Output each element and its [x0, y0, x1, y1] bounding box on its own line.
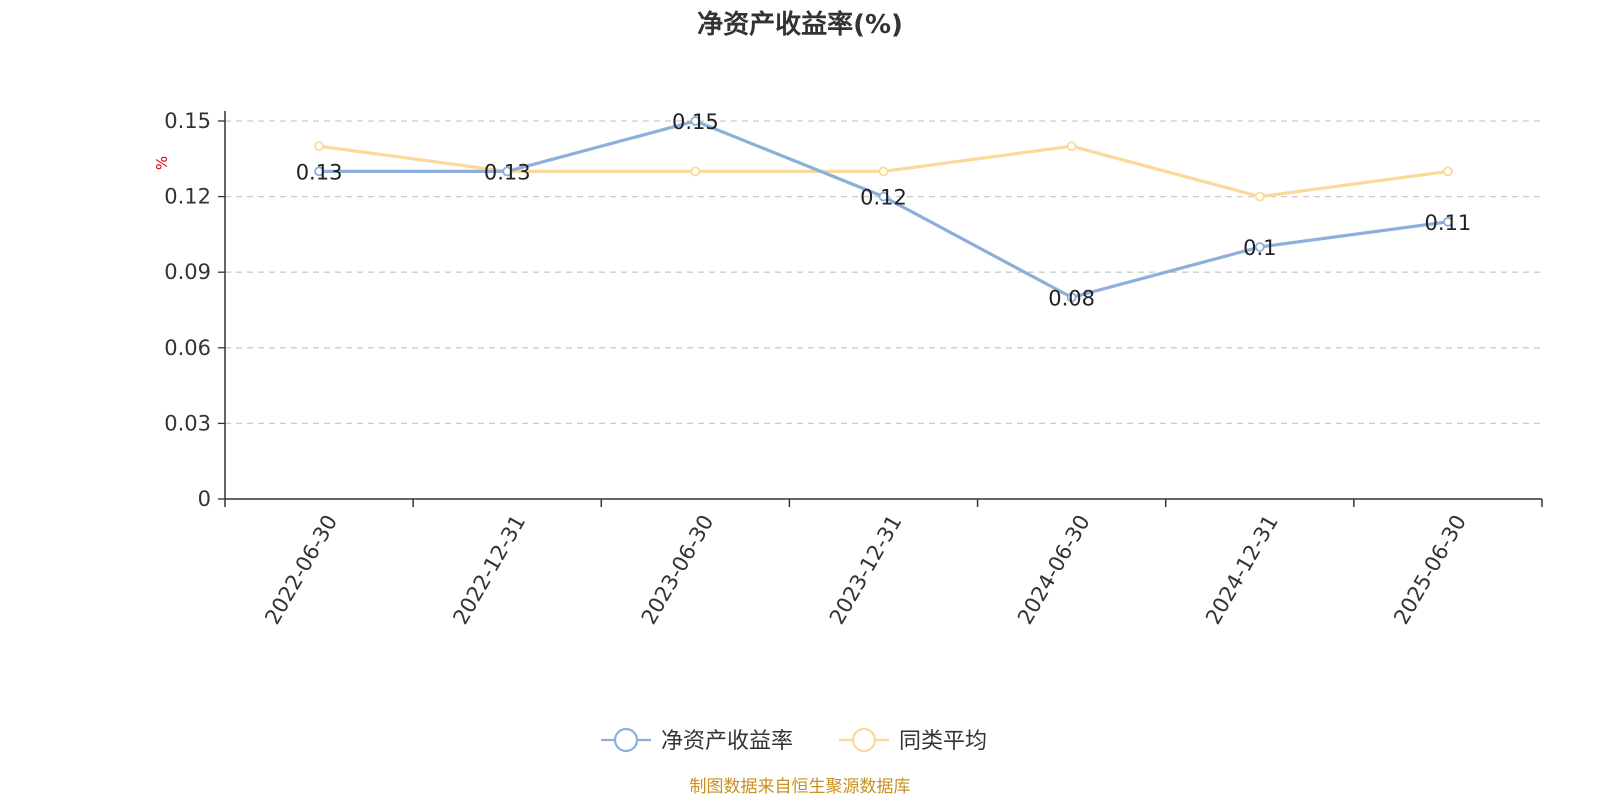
data-label: 0.15 [672, 110, 719, 134]
series-0-point[interactable] [1443, 216, 1453, 227]
y-tick-label: 0.15 [164, 109, 211, 133]
y-tick-label: 0.03 [164, 411, 211, 435]
series-0-point[interactable] [1066, 292, 1077, 303]
x-tick-label: 2024-12-31 [1201, 511, 1283, 629]
x-tick-label: 2022-06-30 [260, 511, 342, 629]
series-1-point[interactable] [1066, 141, 1077, 152]
grid-lines [225, 120, 1542, 425]
series-1-point[interactable] [690, 166, 701, 177]
series-0-point[interactable] [314, 166, 324, 177]
data-label: 0.1 [1243, 236, 1276, 260]
series-1-point[interactable] [314, 141, 324, 152]
x-tick-label: 2023-06-30 [637, 511, 719, 629]
series-0-point[interactable] [878, 191, 889, 202]
x-tick-label: 2023-12-31 [825, 511, 907, 629]
data-label: 0.13 [296, 160, 343, 184]
legend-item-0[interactable]: 净资产收益率 [601, 727, 793, 754]
x-tick-label: 2025-06-30 [1389, 511, 1471, 629]
y-tick-label: 0.12 [164, 185, 211, 209]
series-1-point[interactable] [1443, 166, 1453, 177]
series-0-point[interactable] [690, 116, 701, 126]
data-label: 0.13 [484, 160, 531, 184]
series-0-point[interactable] [502, 166, 513, 177]
x-tick-label: 2024-06-30 [1013, 511, 1095, 629]
data-label: 0.08 [1048, 286, 1095, 310]
series-1-point[interactable] [1254, 191, 1265, 202]
x-tick-label: 2022-12-31 [448, 511, 530, 629]
y-tick-label: 0.06 [164, 336, 211, 360]
y-tick-label: 0.09 [164, 260, 211, 284]
data-label: 0.12 [860, 186, 907, 210]
series-1-point[interactable] [878, 166, 889, 177]
source-note: 制图数据来自恒生聚源数据库 [690, 777, 911, 797]
chart-title: 净资产收益率(%) [697, 9, 903, 40]
y-tick-label: 0 [198, 487, 211, 511]
data-labels: 0.13 0.13 0.15 0.12 0.08 0.1 0.11 [296, 110, 1472, 310]
legend-label: 同类平均 [899, 729, 987, 754]
legend-item-1[interactable]: 同类平均 [839, 727, 987, 754]
data-label: 0.11 [1425, 211, 1472, 235]
series-lines [314, 116, 1453, 303]
legend-marker [851, 727, 877, 753]
legend-label: 净资产收益率 [661, 729, 793, 754]
legend-marker [613, 727, 639, 753]
y-axis-unit-label: % [153, 156, 171, 170]
series-0-point[interactable] [1254, 242, 1265, 252]
legend[interactable]: 净资产收益率 同类平均 [601, 727, 987, 754]
